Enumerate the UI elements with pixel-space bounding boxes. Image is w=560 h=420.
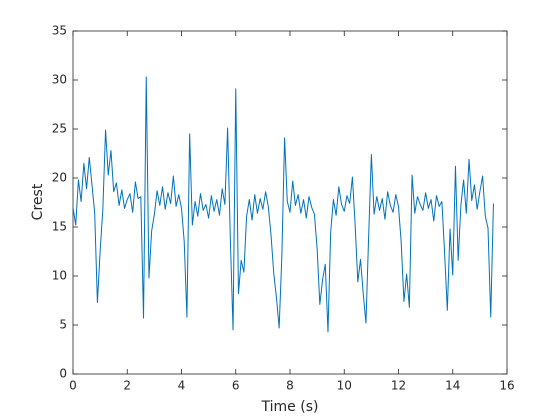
x-tick-label: 16 [499,379,514,393]
y-tick-label: 0 [59,367,67,381]
x-tick-label: 2 [123,379,131,393]
x-tick-label: 4 [178,379,186,393]
x-tick-label: 10 [337,379,352,393]
y-tick-label: 35 [52,24,67,38]
y-tick-label: 30 [52,73,67,87]
y-tick-label: 10 [52,269,67,283]
axes-box [72,30,508,375]
x-tick-label: 6 [232,379,240,393]
data-line [72,76,494,333]
x-tick-label: 12 [391,379,406,393]
y-tick-label: 5 [59,318,67,332]
x-axis-label: Time (s) [261,399,319,415]
y-tick-label: 20 [52,171,67,185]
x-tick-label: 14 [445,379,460,393]
y-axis-label: Crest [30,183,46,220]
y-tick-label: 15 [52,220,67,234]
y-tick-label: 25 [52,122,67,136]
x-tick-label: 0 [69,379,77,393]
x-tick-label: 8 [286,379,294,393]
